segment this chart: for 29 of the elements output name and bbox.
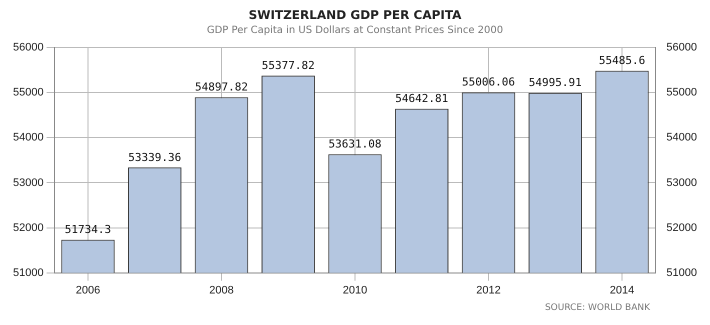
y-tick-label: 56000 bbox=[12, 42, 44, 54]
source-note: SOURCE: WORLD BANK bbox=[544, 303, 650, 313]
y2-tick-label: 56000 bbox=[666, 42, 698, 54]
data-label: 54642.81 bbox=[395, 92, 448, 106]
y-tick-label: 55000 bbox=[12, 86, 44, 99]
y2-tick-label: 52000 bbox=[666, 222, 698, 234]
chart-title: SWITZERLAND GDP PER CAPITA bbox=[248, 8, 462, 22]
y2-tick-label: 53000 bbox=[666, 176, 698, 189]
y-tick-label: 52000 bbox=[12, 222, 44, 234]
chart-subtitle: GDP Per Capita in US Dollars at Constant Prices Since 2000 bbox=[206, 25, 504, 36]
data-label: 55377.82 bbox=[262, 58, 315, 72]
x-tick-label: 2006 bbox=[76, 284, 100, 296]
y-tick-label: 51000 bbox=[12, 266, 44, 279]
data-label: 53631.08 bbox=[328, 138, 382, 151]
y-tick-label: 53000 bbox=[12, 176, 44, 189]
x-tick-label: 2008 bbox=[209, 284, 234, 296]
y2-tick-label: 54000 bbox=[666, 132, 698, 144]
x-tick-label: 2012 bbox=[476, 284, 501, 296]
data-label: 54897.82 bbox=[194, 80, 248, 94]
data-label: 55006.06 bbox=[462, 76, 516, 89]
data-label: 53339.36 bbox=[128, 150, 182, 164]
data-label: 51734.3 bbox=[64, 223, 112, 236]
y2-tick-label: 55000 bbox=[666, 86, 698, 99]
data-label: 54995.91 bbox=[528, 76, 582, 90]
y-tick-label: 54000 bbox=[12, 132, 44, 144]
x-tick-label: 2014 bbox=[610, 284, 634, 296]
data-label: 55485.6 bbox=[598, 54, 646, 68]
y2-tick-label: 51000 bbox=[666, 266, 698, 279]
x-tick-label: 2010 bbox=[342, 284, 368, 296]
